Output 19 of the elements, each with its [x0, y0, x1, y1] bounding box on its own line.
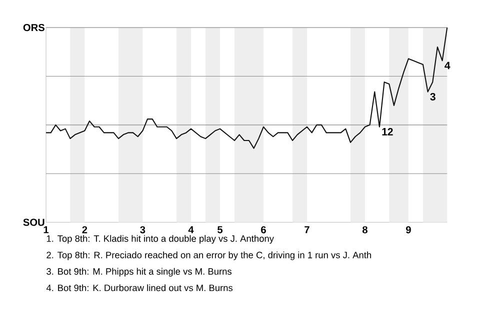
x-tick-label: 4: [188, 226, 194, 234]
x-tick-label: 1: [44, 226, 49, 234]
x-tick-label: 8: [362, 226, 368, 234]
text: 4. Bot 9th: K. Durboraw lined out vs M. Burns: [46, 284, 233, 292]
text: 2. Top 8th: R. Preciado reached on an error by the C, driving in 1 run vs J. Anth: [46, 251, 372, 260]
text: ORS: [23, 24, 44, 31]
x-tick-label: 6: [261, 226, 266, 234]
annotation: 1: [382, 128, 388, 136]
x-tick-label: 2: [82, 226, 88, 234]
annotation: 2: [388, 128, 393, 136]
annotation: 4: [444, 62, 450, 69]
x-tick-label: 7: [304, 226, 310, 234]
x-tick-label: 5: [218, 226, 223, 234]
x-tick-label: 9: [406, 226, 411, 234]
x-tick-label: 3: [140, 226, 146, 234]
text: 3. Bot 9th: M. Phipps hit a single vs M. Burns: [46, 268, 232, 276]
text: SOU: [23, 218, 44, 226]
annotation: 3: [430, 92, 436, 100]
text: 1. Top 8th: T. Kladis hit into a double play vs J. Anthony: [46, 234, 274, 244]
